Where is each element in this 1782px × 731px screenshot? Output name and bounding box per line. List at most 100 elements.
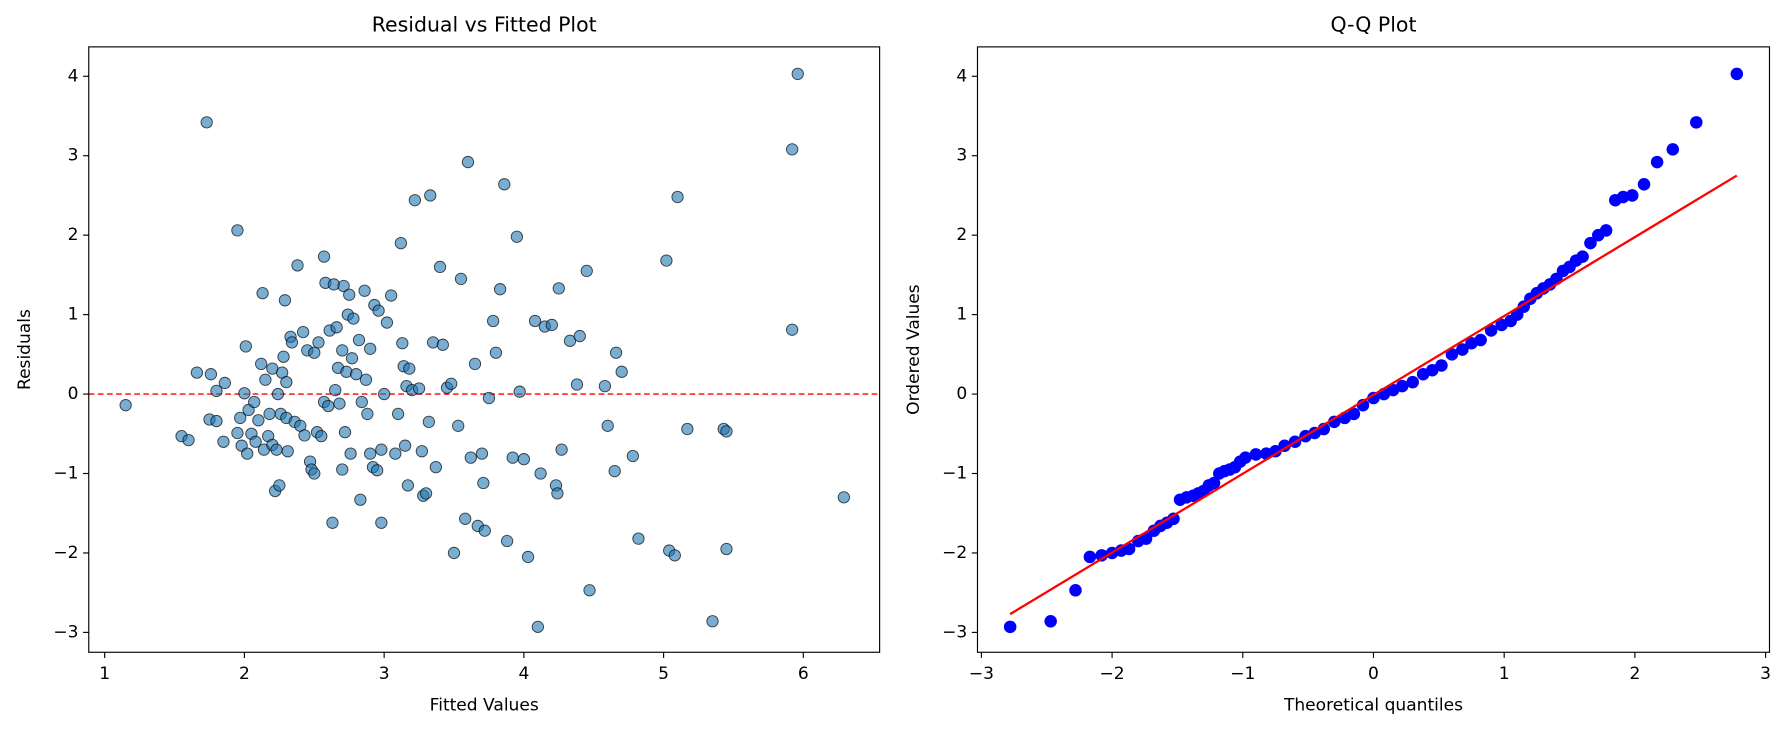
point [1599,224,1613,237]
point [218,376,231,390]
point [1249,448,1263,461]
chart-title: Residual vs Fitted Plot [372,12,597,36]
point [277,350,290,363]
point [1690,116,1703,129]
point [354,493,367,506]
point [510,230,524,243]
x-tick-label: 3 [379,664,390,684]
point [408,194,422,207]
point [326,516,339,529]
point [1435,359,1448,372]
point [1139,532,1153,545]
plot-frame [88,46,881,653]
point [583,584,596,597]
point [552,282,565,295]
point [248,395,261,409]
point [1167,512,1180,526]
point [615,365,628,378]
point [330,321,343,334]
point [422,415,436,429]
point [338,426,352,439]
point [249,435,262,448]
y-tick-label: 0 [68,384,79,404]
point [468,357,482,371]
point [454,272,468,286]
x-axis-label: Theoretical quantiles [1283,696,1463,716]
point [563,334,577,347]
point [412,382,426,395]
point [391,407,405,421]
chart-title: Q-Q Plot [1330,12,1416,36]
point [598,379,612,393]
point [506,451,519,464]
point [280,375,293,389]
point [786,143,799,156]
point [786,323,799,336]
point [517,453,531,466]
y-tick-label: 2 [68,225,79,245]
point [1269,445,1282,458]
point [190,366,204,379]
point [238,387,251,400]
point [375,443,388,456]
x-tick-label: 1 [99,664,110,684]
point [336,344,349,357]
point [200,116,213,129]
point [791,67,804,81]
x-tick-label: 0 [1368,664,1379,684]
point [217,435,230,448]
point [270,443,283,456]
point [329,383,342,397]
point [315,430,328,443]
point [478,524,491,537]
point [660,254,673,267]
point [1584,236,1597,250]
point [256,287,269,300]
y-tick-label: 3 [956,146,967,166]
point [271,387,285,401]
point [296,325,310,339]
point [1666,143,1680,156]
point [285,336,299,349]
y-tick-label: −2 [942,543,967,563]
point [459,512,472,525]
point [403,362,416,375]
point [337,279,350,293]
x-tick-label: 1 [1499,664,1510,684]
point [343,288,356,301]
point [389,447,402,460]
point [1367,391,1380,405]
point [477,476,490,490]
x-tick-label: 2 [239,664,250,684]
point [493,283,507,296]
point [1095,549,1108,562]
point [608,464,621,478]
point [322,399,335,413]
y-tick-label: 4 [68,66,79,86]
point [355,395,368,409]
x-tick-label: 5 [658,664,669,684]
point [1207,476,1221,490]
y-tick-label: −3 [53,622,78,642]
point [671,190,684,204]
point [668,549,681,562]
point [419,487,433,500]
point [361,407,374,421]
point [396,337,409,350]
point [551,487,564,500]
x-tick-label: 4 [518,664,529,684]
y-tick-label: 2 [956,225,967,245]
point [394,236,408,250]
x-tick-label: −1 [1230,664,1255,684]
point [119,399,132,412]
point [278,294,292,307]
point [531,620,544,633]
point [380,316,394,329]
point [364,447,377,460]
point [429,461,442,474]
point [601,419,614,432]
point [1003,620,1017,634]
point [1406,375,1419,389]
point [1347,407,1361,421]
point [371,464,384,477]
